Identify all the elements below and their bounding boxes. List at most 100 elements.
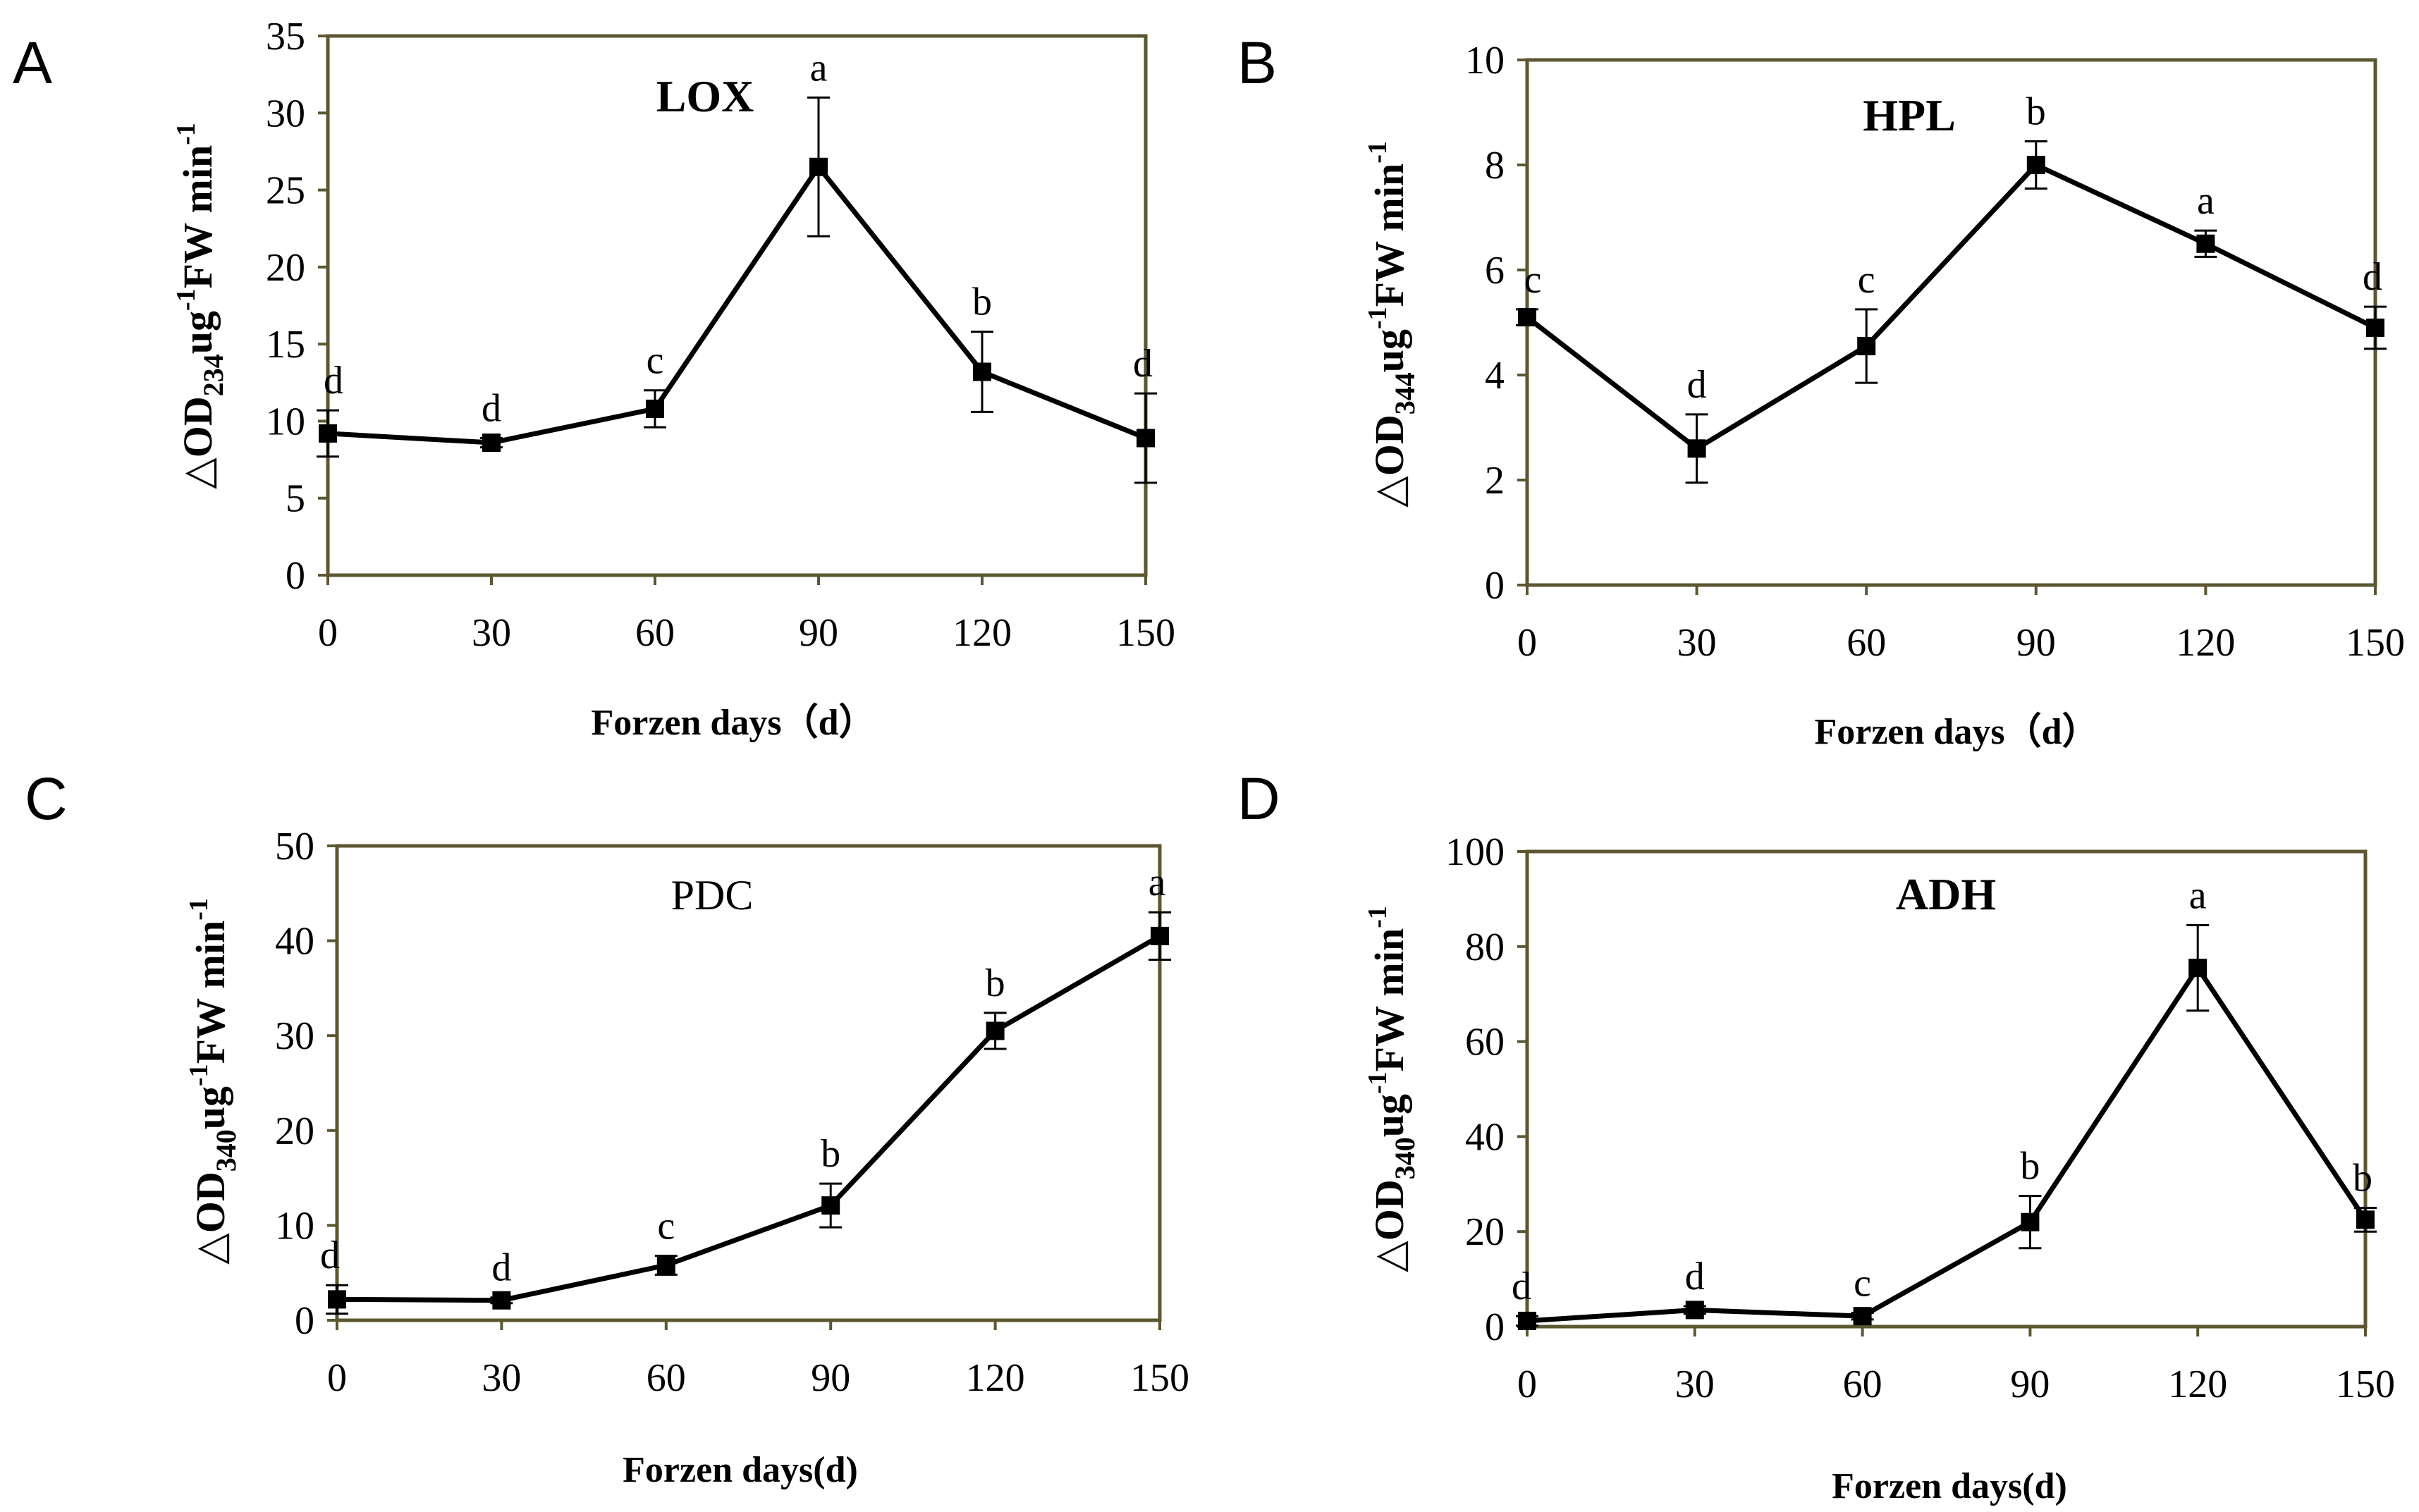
significance-label: a <box>810 46 828 90</box>
x-axis-label: Forzen days(d) <box>623 1450 858 1490</box>
significance-label: a <box>2189 873 2207 917</box>
y-axis-label-part: 340 <box>210 1129 242 1172</box>
significance-label: c <box>1524 258 1542 302</box>
y-tick-label: 20 <box>266 246 305 290</box>
data-point <box>2026 156 2045 174</box>
x-tick-label: 0 <box>1517 621 1537 665</box>
y-tick-label: 30 <box>266 92 305 135</box>
y-axis-label-part: ug <box>1366 329 1412 372</box>
data-point <box>1151 926 1169 945</box>
significance-label: c <box>1858 258 1875 302</box>
series-line <box>1526 963 2368 1324</box>
y-tick-label: 30 <box>275 1014 314 1058</box>
y-tick-label: 15 <box>266 323 305 367</box>
y-tick-label: 10 <box>266 400 305 443</box>
data-point <box>492 1291 511 1310</box>
y-axis-label-part: FW min <box>188 921 233 1064</box>
y-axis-label-part: ug <box>188 1086 233 1129</box>
y-tick-label: 2 <box>1485 459 1505 503</box>
x-tick-label: 60 <box>635 611 675 655</box>
series-line <box>1525 161 2377 452</box>
y-axis-label-part: -1 <box>1363 1071 1392 1094</box>
x-tick-label: 150 <box>2336 1363 2395 1406</box>
y-axis-label-part: FW min <box>1366 164 1412 307</box>
significance-label: c <box>647 339 664 383</box>
data-point <box>986 1021 1005 1040</box>
y-axis-label-part: △OD <box>188 1172 233 1265</box>
panel-b: B 0 2 4 6 8 10 0 30 60 90 120 150 Forzen days（d） △OD34… <box>1237 30 2405 752</box>
data-point <box>1518 308 1536 327</box>
significance-label: b <box>2353 1157 2372 1200</box>
series-line <box>327 162 1147 445</box>
y-axis-label: △OD340ug-1FW min-1 <box>184 898 242 1265</box>
y-tick-label: 35 <box>266 15 305 59</box>
y-tick-label: 0 <box>1485 564 1505 608</box>
y-axis-label-part: FW min <box>1366 928 1412 1072</box>
x-tick-label: 30 <box>1677 621 1717 665</box>
x-tick-label: 60 <box>1843 1363 1882 1406</box>
data-point <box>319 424 337 443</box>
y-tick-label: 100 <box>1445 830 1505 874</box>
data-point <box>1518 1311 1536 1330</box>
significance-label: c <box>657 1204 675 1248</box>
panel-title: HPL <box>1863 90 1956 140</box>
y-tick-label: 80 <box>1465 926 1505 969</box>
significance-label: d <box>320 1234 340 1277</box>
data-point <box>809 157 828 176</box>
significance-label: d <box>1687 363 1707 407</box>
y-axis-label-part: FW min <box>175 145 221 289</box>
y-axis-label-part: △OD <box>1366 414 1412 508</box>
plot-frame <box>1525 849 2368 1329</box>
significance-label: d <box>1512 1265 1531 1308</box>
y-tick-label: 0 <box>295 1299 314 1343</box>
y-tick-label: 10 <box>275 1204 314 1248</box>
x-tick-label: 0 <box>327 1356 347 1400</box>
y-axis-label-part: -1 <box>171 123 201 145</box>
panel-d: D 0 20 40 60 80 100 0 30 60 90 120 150 Forzen days(d)… <box>1237 766 2395 1506</box>
x-tick-label: 120 <box>2176 621 2235 665</box>
data-point <box>1857 337 1876 356</box>
y-axis-label: △OD340ug-1FW min-1 <box>1363 906 1421 1272</box>
y-axis-label-part: -1 <box>1363 906 1392 928</box>
x-tick-label: 0 <box>1517 1363 1537 1406</box>
panel-letter: D <box>1237 766 1280 832</box>
significance-label: d <box>324 359 343 402</box>
y-axis-label-part: △OD <box>1366 1179 1412 1272</box>
y-tick-label: 4 <box>1485 354 1505 398</box>
y-axis-label: △OD344ug-1FW min-1 <box>1363 141 1421 508</box>
significance-label: b <box>972 281 992 324</box>
x-tick-label: 60 <box>1847 621 1886 665</box>
y-tick-label: 0 <box>286 554 305 598</box>
data-point <box>1137 429 1155 448</box>
y-axis-label: △OD234ug-1FW min-1 <box>171 123 229 489</box>
x-axis-label: Forzen days（d） <box>1814 711 2098 752</box>
x-tick-label: 120 <box>2168 1363 2227 1406</box>
data-point <box>821 1196 840 1215</box>
x-tick-label: 30 <box>482 1356 521 1400</box>
data-point <box>328 1290 346 1309</box>
y-axis-label-part: -1 <box>1363 307 1392 329</box>
y-tick-label: 6 <box>1485 249 1505 293</box>
data-point <box>973 362 991 381</box>
significance-label: d <box>1685 1255 1705 1298</box>
panel-letter: C <box>25 766 68 832</box>
plot-frame <box>335 844 1162 1322</box>
y-tick-label: 8 <box>1485 144 1505 188</box>
x-tick-label: 30 <box>472 611 511 655</box>
y-tick-label: 0 <box>1485 1305 1505 1349</box>
data-point <box>1685 1301 1704 1320</box>
y-tick-label: 5 <box>286 477 305 521</box>
y-tick-label: 20 <box>275 1110 314 1153</box>
x-tick-label: 90 <box>799 611 838 655</box>
x-tick-label: 60 <box>647 1356 686 1400</box>
panel-c: C 0 10 20 30 40 50 0 30 60 90 120 150 Forzen days(d) △… <box>25 766 1189 1490</box>
x-tick-label: 90 <box>2016 621 2056 665</box>
y-axis-label-part: ug <box>1366 1094 1412 1137</box>
y-axis-label-part: -1 <box>184 898 214 921</box>
panel-title: PDC <box>671 872 754 918</box>
x-tick-label: 90 <box>2010 1363 2050 1406</box>
panel-title: LOX <box>656 71 754 121</box>
data-point <box>1687 439 1706 458</box>
y-axis-label-part: -1 <box>1363 141 1392 164</box>
x-tick-label: 150 <box>2346 621 2405 665</box>
